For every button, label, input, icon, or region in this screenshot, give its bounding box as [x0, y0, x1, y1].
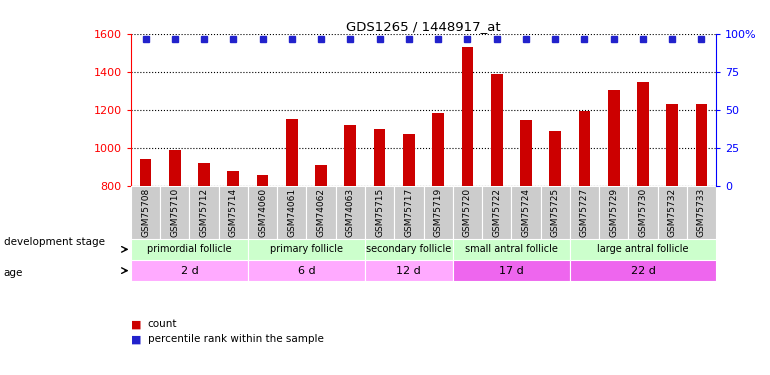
Bar [365, 186, 394, 239]
Bar [453, 260, 570, 281]
Text: GSM75727: GSM75727 [580, 188, 589, 237]
Text: development stage: development stage [4, 237, 105, 247]
Text: 17 d: 17 d [499, 266, 524, 276]
Text: GSM75715: GSM75715 [375, 188, 384, 237]
Text: GSM74061: GSM74061 [287, 188, 296, 237]
Text: ■: ■ [131, 320, 142, 329]
Bar [658, 186, 687, 239]
Bar [277, 186, 306, 239]
Bar [599, 186, 628, 239]
Bar [394, 186, 424, 239]
Text: GSM75710: GSM75710 [170, 188, 179, 237]
Bar [608, 90, 620, 186]
Bar [637, 82, 649, 186]
Text: percentile rank within the sample: percentile rank within the sample [148, 334, 323, 344]
Text: GSM75732: GSM75732 [668, 188, 677, 237]
Bar [160, 186, 189, 239]
Text: GSM74063: GSM74063 [346, 188, 355, 237]
Bar [453, 186, 482, 239]
Text: primordial follicle: primordial follicle [147, 244, 232, 254]
Bar [549, 132, 561, 186]
Bar [373, 129, 386, 186]
Bar [666, 104, 678, 186]
Bar [520, 120, 532, 186]
Bar [490, 74, 503, 186]
Bar [344, 125, 357, 186]
Text: GSM75733: GSM75733 [697, 188, 706, 237]
Bar [131, 186, 160, 239]
Bar [365, 239, 453, 260]
Title: GDS1265 / 1448917_at: GDS1265 / 1448917_at [346, 20, 500, 33]
Text: GSM75717: GSM75717 [404, 188, 413, 237]
Bar [139, 159, 152, 186]
Text: 22 d: 22 d [631, 266, 655, 276]
Text: count: count [148, 320, 177, 329]
Bar [695, 104, 708, 186]
Bar [453, 239, 570, 260]
Bar [306, 186, 336, 239]
Text: 2 d: 2 d [180, 266, 199, 276]
Bar [131, 239, 248, 260]
Bar [687, 186, 716, 239]
Bar [248, 186, 277, 239]
Bar [169, 150, 181, 186]
Bar [578, 111, 591, 186]
Bar [248, 239, 365, 260]
Bar [219, 186, 248, 239]
Text: 6 d: 6 d [298, 266, 315, 276]
Text: large antral follicle: large antral follicle [598, 244, 688, 254]
Bar [198, 163, 210, 186]
Text: GSM75729: GSM75729 [609, 188, 618, 237]
Bar [628, 186, 658, 239]
Text: GSM75730: GSM75730 [638, 188, 648, 237]
Text: GSM75724: GSM75724 [521, 188, 531, 237]
Text: GSM74060: GSM74060 [258, 188, 267, 237]
Text: GSM75720: GSM75720 [463, 188, 472, 237]
Bar [482, 186, 511, 239]
Bar [461, 47, 474, 186]
Bar [189, 186, 219, 239]
Text: 12 d: 12 d [397, 266, 421, 276]
Bar [403, 134, 415, 186]
Bar [248, 260, 365, 281]
Text: secondary follicle: secondary follicle [367, 244, 451, 254]
Text: GSM75714: GSM75714 [229, 188, 238, 237]
Text: GSM74062: GSM74062 [316, 188, 326, 237]
Bar [432, 112, 444, 186]
Text: age: age [4, 268, 23, 278]
Bar [315, 165, 327, 186]
Text: GSM75712: GSM75712 [199, 188, 209, 237]
Text: small antral follicle: small antral follicle [465, 244, 557, 254]
Text: GSM75725: GSM75725 [551, 188, 560, 237]
Bar [570, 186, 599, 239]
Bar [511, 186, 541, 239]
Bar [256, 175, 269, 186]
Bar [570, 260, 716, 281]
Bar [131, 260, 248, 281]
Text: ■: ■ [131, 334, 142, 344]
Text: GSM75719: GSM75719 [434, 188, 443, 237]
Bar [424, 186, 453, 239]
Bar [227, 171, 239, 186]
Bar [541, 186, 570, 239]
Bar [365, 260, 453, 281]
Bar [336, 186, 365, 239]
Bar [286, 119, 298, 186]
Text: GSM75708: GSM75708 [141, 188, 150, 237]
Bar [570, 239, 716, 260]
Text: primary follicle: primary follicle [270, 244, 343, 254]
Text: GSM75722: GSM75722 [492, 188, 501, 237]
